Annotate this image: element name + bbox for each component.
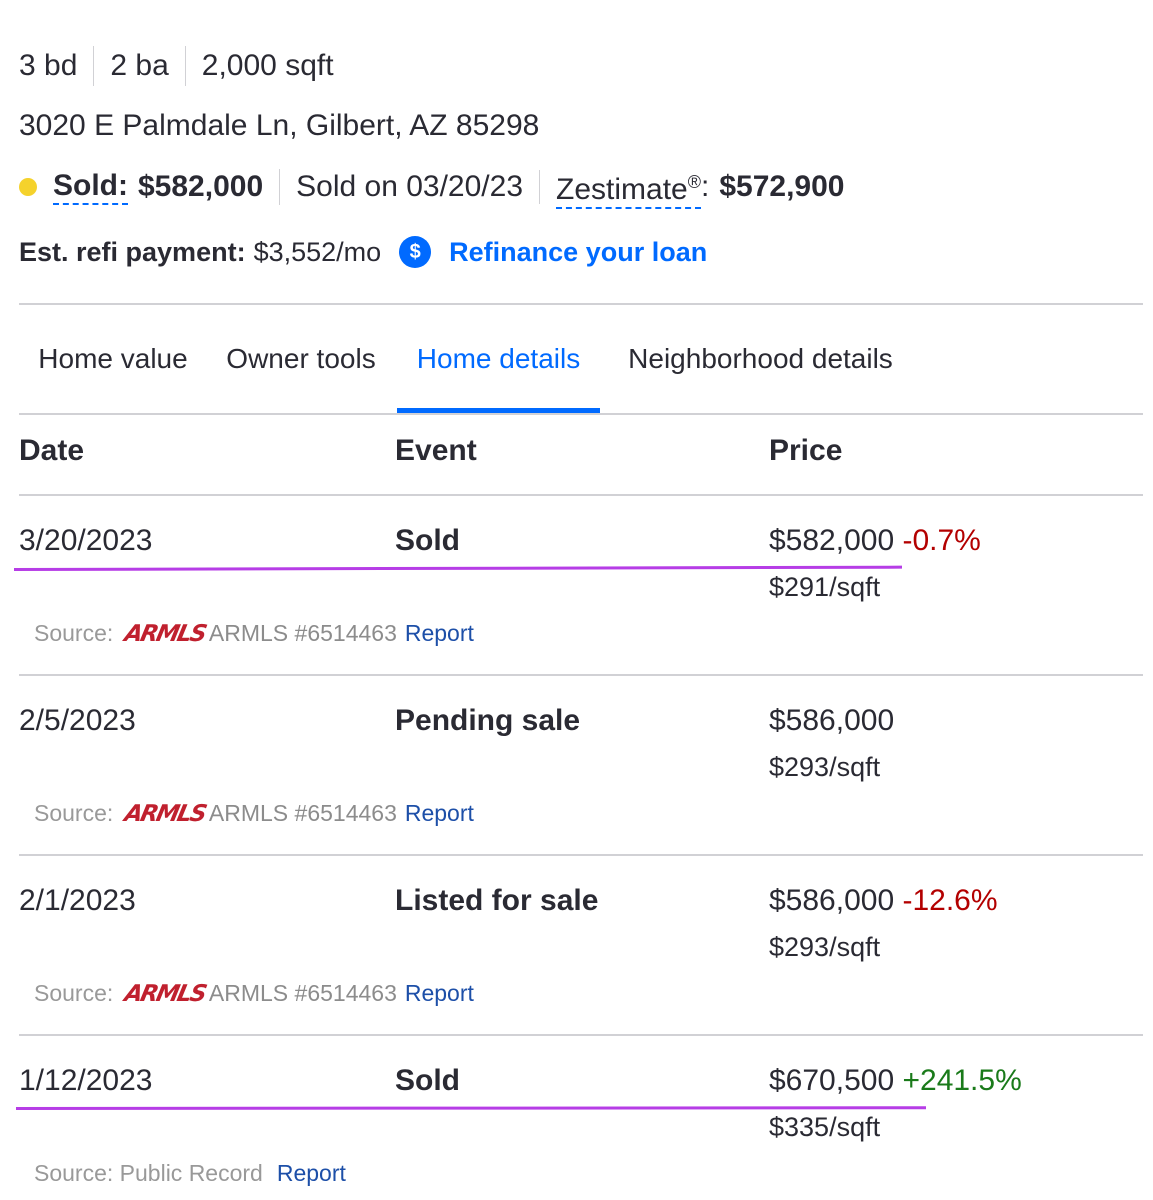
tab-owner-tools[interactable]: Owner tools: [226, 343, 376, 374]
row-source: Source: ARMLS ARMLS #6514463 Report: [34, 620, 474, 647]
tab-home-value[interactable]: Home value: [38, 343, 188, 374]
row-price-per-sqft: $335/sqft: [769, 1112, 881, 1142]
column-header-date: Date: [19, 434, 85, 467]
column-header-event: Event: [395, 434, 477, 467]
active-tab-indicator: [397, 408, 600, 414]
beds-count: 3 bd: [19, 49, 78, 82]
table-row: 3/20/2023 Sold $582,000 -0.7% $291/sqft …: [19, 496, 1143, 676]
row-source: Source: ARMLS ARMLS #6514463 Report: [34, 980, 474, 1007]
row-event: Sold: [395, 524, 460, 557]
status-dot-icon: [19, 178, 37, 196]
row-date: 1/12/2023: [19, 1064, 153, 1097]
sold-label-tooltip[interactable]: Sold:: [53, 169, 128, 205]
table-row: 1/12/2023 Sold $670,500 +241.5% $335/sqf…: [19, 1036, 1143, 1200]
row-divider: [19, 674, 1143, 676]
row-price-change: -0.7%: [902, 524, 981, 557]
divider: [19, 413, 1143, 415]
refi-label: Est. refi payment:: [19, 236, 246, 267]
row-source: Source: Public Record Report: [34, 1160, 346, 1186]
price-history-header: Date Event Price: [19, 416, 1143, 494]
report-link[interactable]: Report: [404, 980, 474, 1006]
table-row: 2/5/2023 Pending sale $586,000 $293/sqft…: [19, 676, 1143, 856]
divider: [19, 494, 1143, 496]
table-row: 2/1/2023 Listed for sale $586,000 -12.6%…: [19, 856, 1143, 1036]
row-event: Pending sale: [395, 704, 581, 737]
home-facts: 3 bd 2 ba 2,000 sqft: [19, 46, 350, 86]
tab-neighborhood-details[interactable]: Neighborhood details: [628, 343, 893, 374]
row-divider: [19, 1034, 1143, 1036]
row-date: 2/1/2023: [19, 884, 136, 917]
refi-row: Est. refi payment: $3,552/mo $ Refinance…: [19, 232, 707, 272]
sqft-count: 2,000 sqft: [184, 46, 350, 86]
row-price-change: +241.5%: [902, 1064, 1022, 1097]
tab-home-details[interactable]: Home details: [416, 343, 581, 374]
row-price: $586,000: [769, 704, 895, 737]
zestimate-block: Zestimate® : $572,900: [540, 165, 844, 209]
row-price: $670,500 +241.5%: [769, 1064, 1022, 1097]
refinance-link[interactable]: Refinance your loan: [449, 236, 708, 267]
divider: [19, 303, 1143, 305]
sold-price-block: Sold: $582,000: [53, 169, 281, 205]
row-source: Source: ARMLS ARMLS #6514463 Report: [34, 800, 474, 827]
row-event: Listed for sale: [395, 884, 599, 917]
row-date: 3/20/2023: [19, 524, 153, 557]
column-header-price: Price: [769, 434, 843, 467]
armls-logo: ARMLS: [122, 980, 208, 1007]
report-link[interactable]: Report: [404, 620, 474, 646]
baths-count: 2 ba: [93, 46, 184, 86]
row-divider: [19, 854, 1143, 856]
refi-value: $3,552/mo: [253, 236, 382, 267]
dollar-icon: $: [399, 236, 432, 268]
status-row: Sold: $582,000 Sold on 03/20/23 Zestimat…: [19, 165, 844, 209]
row-price-per-sqft: $293/sqft: [769, 752, 881, 782]
row-event: Sold: [395, 1064, 460, 1097]
armls-logo: ARMLS: [122, 800, 208, 827]
tab-bar: Home value Owner tools Home details Neig…: [19, 306, 1143, 414]
row-date: 2/5/2023: [19, 704, 136, 737]
sold-date: Sold on 03/20/23: [280, 170, 541, 204]
armls-logo: ARMLS: [122, 620, 208, 647]
report-link[interactable]: Report: [276, 1160, 346, 1186]
row-price: $586,000 -12.6%: [769, 884, 998, 917]
row-price-change: -12.6%: [902, 884, 998, 917]
address: 3020 E Palmdale Ln, Gilbert, AZ 85298: [19, 109, 540, 142]
row-price-per-sqft: $291/sqft: [769, 572, 881, 602]
report-link[interactable]: Report: [404, 800, 474, 826]
row-price-per-sqft: $293/sqft: [769, 932, 881, 962]
sold-price: $582,000: [138, 170, 264, 203]
zestimate-label-tooltip[interactable]: Zestimate®: [556, 165, 701, 209]
zestimate-value: $572,900: [719, 170, 845, 203]
row-price: $582,000 -0.7%: [769, 524, 981, 557]
